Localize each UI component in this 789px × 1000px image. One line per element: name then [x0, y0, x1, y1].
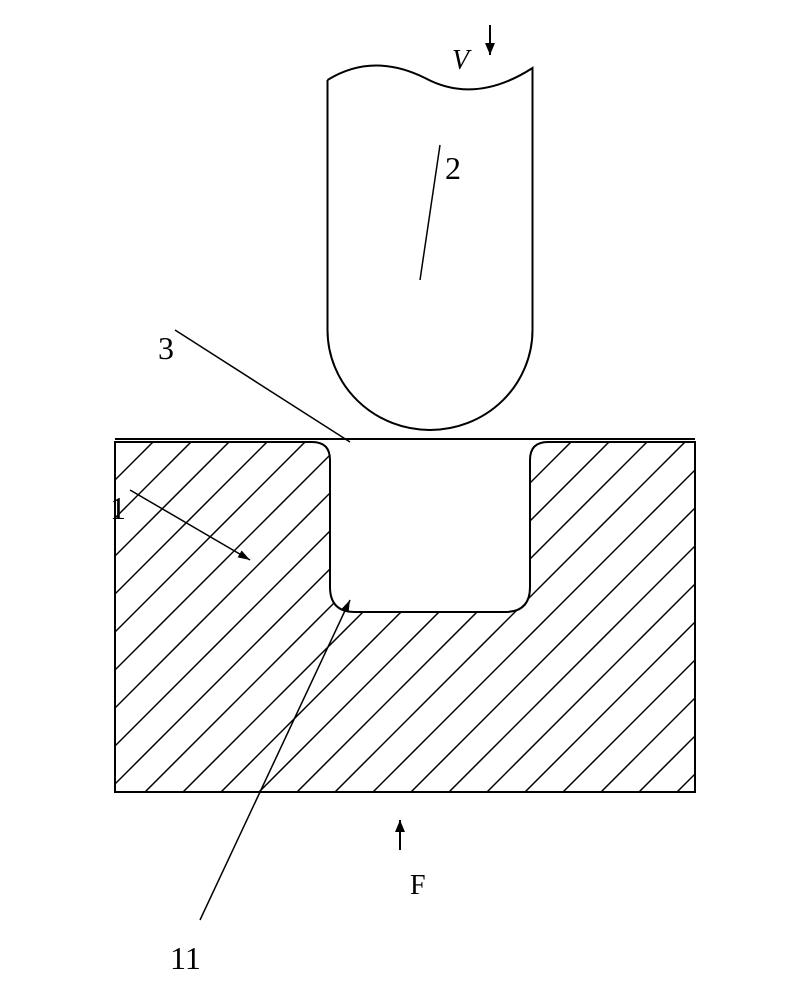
velocity-arrow [485, 25, 495, 55]
force-label: F [410, 870, 426, 902]
part-1-label: 1 [110, 490, 126, 527]
velocity-label: V [452, 45, 469, 77]
part-11-label: 11 [170, 940, 201, 977]
part-3-label: 3 [158, 330, 174, 367]
arrowhead-1 [238, 550, 250, 560]
leader-1 [130, 490, 250, 560]
leader-2 [420, 145, 440, 280]
block-outline [115, 442, 695, 792]
leader-11 [200, 600, 350, 920]
force-arrow [395, 820, 405, 850]
part-2-label: 2 [445, 150, 461, 187]
punch-outline [328, 65, 533, 429]
leader-3 [175, 330, 350, 442]
